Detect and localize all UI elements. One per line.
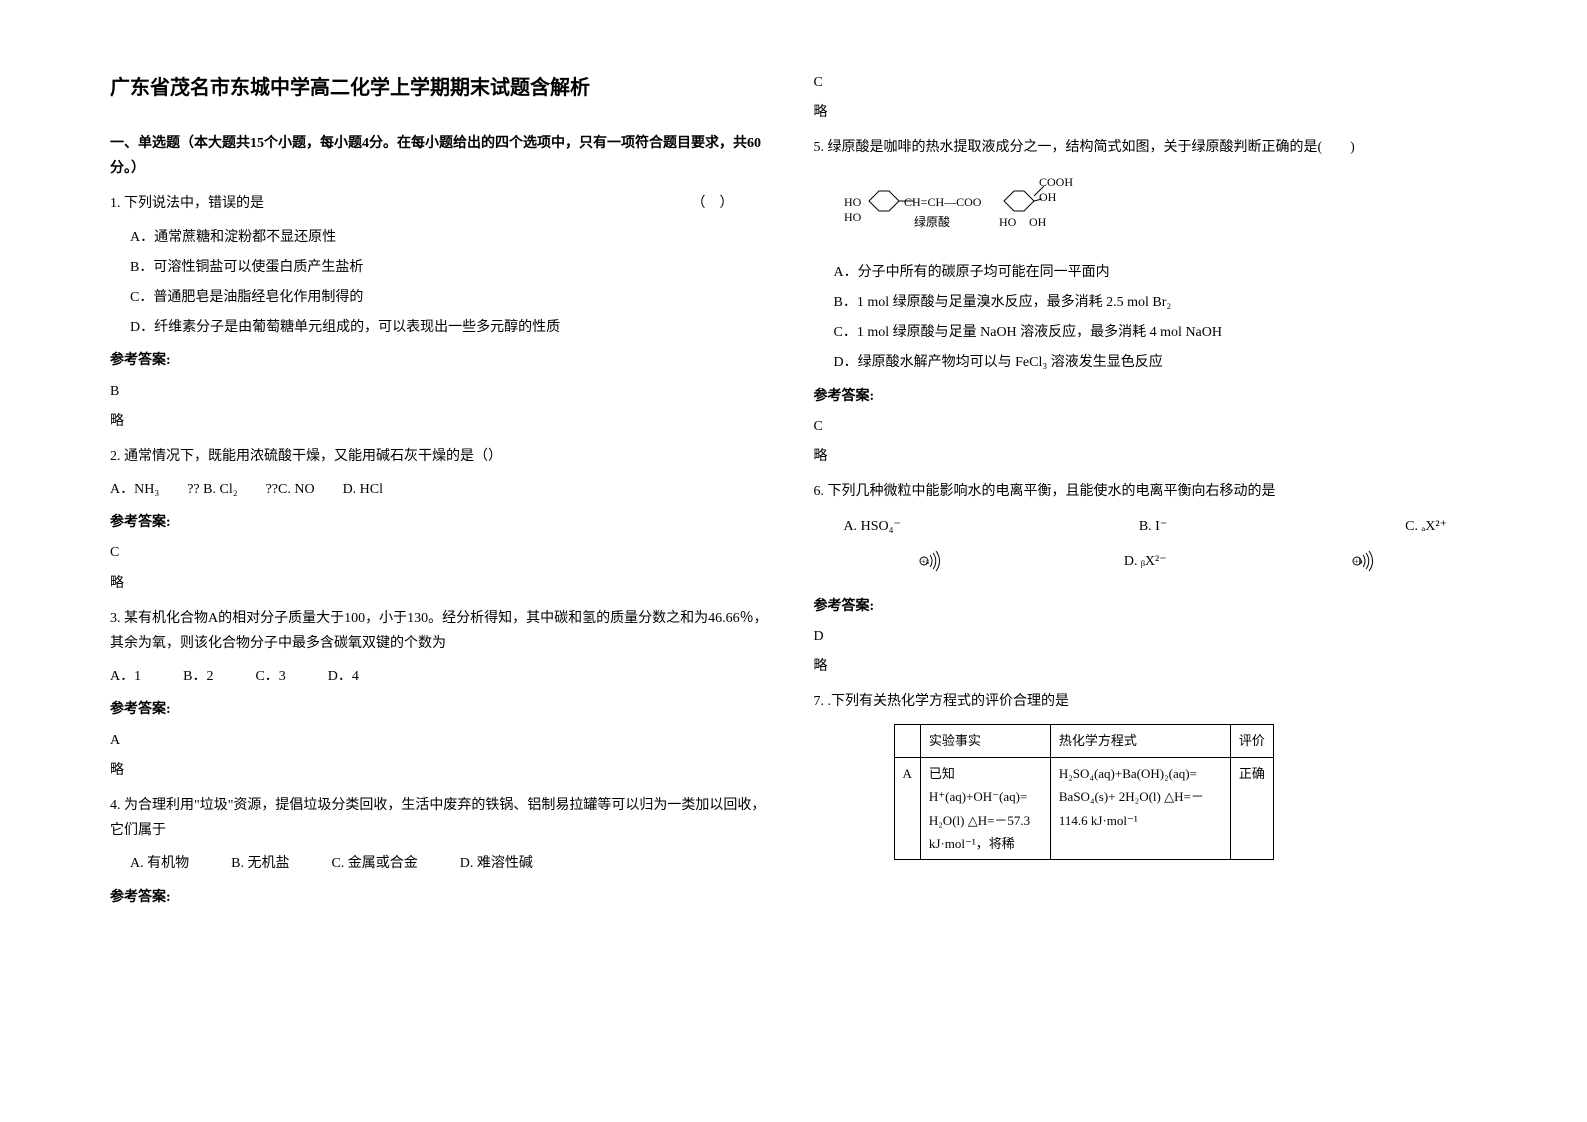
atom-diagram-2: +b (1347, 549, 1377, 583)
table-header-row: 实验事实 热化学方程式 评价 (894, 725, 1273, 757)
q1-paren: （ ） (692, 191, 734, 216)
row-id: A (894, 757, 920, 860)
answer-label: 参考答案: (814, 594, 1478, 619)
th-fact: 实验事实 (920, 725, 1050, 757)
svg-text:HO: HO (844, 195, 862, 209)
q2-text: 2. 通常情况下，既能用浓硫酸干燥，又能用碱石灰干燥的是（） (110, 444, 774, 469)
svg-text:OH: OH (1029, 215, 1047, 229)
q1-options: A．通常蔗糖和淀粉都不显还原性 B．可溶性铜盐可以使蛋白质产生盐析 C．普通肥皂… (110, 225, 774, 341)
q6-opt-c: C. ₐX²⁺ (1405, 514, 1447, 539)
th-eval: 评价 (1230, 725, 1273, 757)
q5-opt-d: D．绿原酸水解产物均可以与 FeCl₃ 溶液发生显色反应 (834, 350, 1478, 375)
q4-options: A. 有机物 B. 无机盐 C. 金属或合金 D. 难溶性碱 (110, 851, 774, 876)
q1-opt-c: C．普通肥皂是油脂经皂化作用制得的 (130, 285, 774, 310)
svg-text:+b: +b (1354, 557, 1363, 566)
q3-brief: 略 (110, 758, 774, 783)
q5-options: A．分子中所有的碳原子均可能在同一平面内 B．1 mol 绿原酸与足量溴水反应，… (814, 260, 1478, 376)
q5-brief: 略 (814, 444, 1478, 469)
q4-answer: C (814, 70, 1478, 95)
row-equation: H₂SO₄(aq)+Ba(OH)₂(aq)= BaSO₄(s)+ 2H₂O(l)… (1050, 757, 1230, 860)
q1-opt-a: A．通常蔗糖和淀粉都不显还原性 (130, 225, 774, 250)
q2-brief: 略 (110, 571, 774, 596)
question-7: 7. .下列有关热化学方程式的评价合理的是 实验事实 热化学方程式 评价 A 已… (814, 689, 1478, 860)
question-5: 5. 绿原酸是咖啡的热水提取液成分之一，结构简式如图，关于绿原酸判断正确的是( … (814, 135, 1478, 469)
question-2: 2. 通常情况下，既能用浓硫酸干燥，又能用碱石灰干燥的是（） A．NH₃ ?? … (110, 444, 774, 596)
q3-options: A．1 B．2 C．3 D．4 (110, 664, 774, 689)
left-column: 广东省茂名市东城中学高二化学上学期期末试题含解析 一、单选题（本大题共15个小题… (90, 70, 794, 920)
document-page: 广东省茂名市东城中学高二化学上学期期末试题含解析 一、单选题（本大题共15个小题… (0, 0, 1587, 960)
question-4: 4. 为合理利用"垃圾"资源，提倡垃圾分类回收，生活中废弃的铁锅、铝制易拉罐等可… (110, 793, 774, 910)
row-fact: 已知 H⁺(aq)+OH⁻(aq)= H₂O(l) △H=－57.3 kJ·mo… (920, 757, 1050, 860)
q5-answer: C (814, 414, 1478, 439)
q1-opt-b: B．可溶性铜盐可以使蛋白质产生盐析 (130, 255, 774, 280)
q6-opt-a: A. HSO₄⁻ (844, 514, 901, 539)
right-column: C 略 5. 绿原酸是咖啡的热水提取液成分之一，结构简式如图，关于绿原酸判断正确… (794, 70, 1498, 920)
th-blank (894, 725, 920, 757)
svg-text:COOH: COOH (1039, 175, 1073, 189)
chlorogenic-acid-structure: HO HO CH=CH—COO COOH OH HO OH 绿原酸 (844, 171, 1478, 250)
q1-brief: 略 (110, 409, 774, 434)
q4-text: 4. 为合理利用"垃圾"资源，提倡垃圾分类回收，生活中废弃的铁锅、铝制易拉罐等可… (110, 793, 774, 843)
q3-answer: A (110, 728, 774, 753)
q2-options: A．NH₃ ?? B. Cl₂ ??C. NO D. HCl (110, 477, 774, 502)
svg-text:绿原酸: 绿原酸 (914, 214, 950, 229)
question-3: 3. 某有机化合物A的相对分子质量大于100，小于130。经分析得知，其中碳和氢… (110, 606, 774, 783)
q5-opt-a: A．分子中所有的碳原子均可能在同一平面内 (834, 260, 1478, 285)
q1-opt-d: D．纤维素分子是由葡萄糖单元组成的，可以表现出一些多元醇的性质 (130, 315, 774, 340)
q7-text: 7. .下列有关热化学方程式的评价合理的是 (814, 689, 1478, 714)
q2-answer: C (110, 540, 774, 565)
svg-text:CH=CH—COO: CH=CH—COO (904, 195, 982, 209)
q1-answer: B (110, 379, 774, 404)
answer-label: 参考答案: (110, 348, 774, 373)
svg-text:HO: HO (844, 210, 862, 224)
answer-label: 参考答案: (814, 384, 1478, 409)
answer-label: 参考答案: (110, 697, 774, 722)
q6-options-row2: +a D. ᵦX²⁻ +b (814, 549, 1478, 583)
table-row: A 已知 H⁺(aq)+OH⁻(aq)= H₂O(l) △H=－57.3 kJ·… (894, 757, 1273, 860)
question-6: 6. 下列几种微粒中能影响水的电离平衡，且能使水的电离平衡向右移动的是 A. H… (814, 479, 1478, 679)
row-eval: 正确 (1230, 757, 1273, 860)
th-equation: 热化学方程式 (1050, 725, 1230, 757)
q6-answer: D (814, 624, 1478, 649)
svg-text:OH: OH (1039, 190, 1057, 204)
svg-text:+a: +a (921, 557, 930, 566)
q1-text: 1. 下列说法中，错误的是 (110, 196, 264, 211)
section-header: 一、单选题（本大题共15个小题，每小题4分。在每小题给出的四个选项中，只有一项符… (110, 131, 774, 181)
question-1: 1. 下列说法中，错误的是 （ ） A．通常蔗糖和淀粉都不显还原性 B．可溶性铜… (110, 191, 774, 434)
q6-options-row1: A. HSO₄⁻ B. I⁻ C. ₐX²⁺ (814, 514, 1478, 539)
q6-text: 6. 下列几种微粒中能影响水的电离平衡，且能使水的电离平衡向右移动的是 (814, 479, 1478, 504)
q7-table: 实验事实 热化学方程式 评价 A 已知 H⁺(aq)+OH⁻(aq)= H₂O(… (894, 724, 1274, 860)
atom-diagram-1: +a (914, 549, 944, 583)
question-text: 1. 下列说法中，错误的是 （ ） (110, 191, 774, 216)
q6-opt-d: D. ᵦX²⁻ (1124, 549, 1167, 583)
q6-brief: 略 (814, 654, 1478, 679)
answer-label: 参考答案: (110, 510, 774, 535)
q4-brief: 略 (814, 100, 1478, 125)
q5-text: 5. 绿原酸是咖啡的热水提取液成分之一，结构简式如图，关于绿原酸判断正确的是( … (814, 135, 1478, 160)
answer-label: 参考答案: (110, 885, 774, 910)
q5-opt-b: B．1 mol 绿原酸与足量溴水反应，最多消耗 2.5 mol Br₂ (834, 290, 1478, 315)
q3-text: 3. 某有机化合物A的相对分子质量大于100，小于130。经分析得知，其中碳和氢… (110, 606, 774, 656)
q5-opt-c: C．1 mol 绿原酸与足量 NaOH 溶液反应，最多消耗 4 mol NaOH (834, 320, 1478, 345)
q6-opt-b: B. I⁻ (1139, 514, 1167, 539)
svg-text:HO: HO (999, 215, 1017, 229)
document-title: 广东省茂名市东城中学高二化学上学期期末试题含解析 (110, 70, 774, 106)
